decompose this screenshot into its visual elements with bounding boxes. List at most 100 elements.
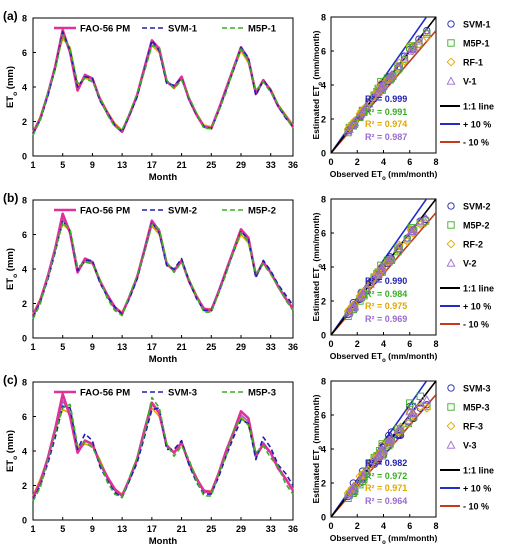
scatter-legend-line-label: - 10 % [463,502,489,512]
series-line-m5p-2 [32,221,294,320]
r2-label: R² = 0.974 [365,119,407,129]
scatter-point [364,99,374,108]
scatter-legend-line-label: 1:1 line [463,466,494,476]
r2-label: R² = 0.972 [365,471,407,481]
r2-label: R² = 0.969 [365,314,407,324]
x-tick-label: 33 [266,524,276,534]
legend-label: M5P-3 [248,388,276,399]
legend-label: FAO-56 PM [80,24,130,35]
r2-label: R² = 0.987 [365,132,407,142]
legend-label: M5P-1 [248,24,277,35]
scatter-x-tick-label: 6 [407,157,412,167]
scatter-point [386,70,396,79]
scatter-point [394,240,404,250]
scatter-y-tick-label: 6 [321,411,326,421]
scatter-point [402,233,412,242]
scatter-x-tick-label: 2 [355,521,360,531]
x-tick-label: 5 [60,524,65,534]
scatter-point [375,451,385,460]
scatter-y-axis-label: Estimated ETo (mm/month) [311,212,324,321]
scatter-x-tick-label: 6 [407,521,412,531]
scatter-point [403,415,413,424]
y-tick-label: 0 [22,152,27,162]
scatter-legend-marker [446,76,456,85]
scatter-point [408,402,417,411]
scatter-x-axis-label: Observed ETo (mm/month) [330,351,438,364]
scatter-point [394,58,404,68]
scatter-legend-label: M5P-3 [463,403,490,413]
scatter-legend-marker [447,384,455,392]
scatter-point [369,272,379,282]
scatter-legend-marker [446,57,456,67]
scatter-point [414,36,424,45]
series-line-m5p-3 [32,396,294,502]
y-tick-label: 8 [22,196,27,206]
r2-label: R² = 0.990 [365,276,407,286]
scatter-point [415,220,425,229]
x-tick-label: 29 [236,160,246,170]
scatter-point [347,483,357,493]
scatter-x-tick-label: 4 [381,157,386,167]
y-tick-label: 0 [22,334,27,344]
scatter-point [409,408,419,417]
scatter-point [362,466,371,476]
y-tick-label: 8 [22,14,27,24]
scatter-point [369,456,379,465]
scatter-legend-label: RF-1 [463,58,483,68]
scatter-legend-line-label: + 10 % [463,484,491,494]
scatter-legend-label: M5P-1 [463,39,490,49]
x-tick-label: 5 [60,160,65,170]
x-axis-label: Month [149,172,178,183]
y-tick-label: 0 [22,516,27,526]
scatter-point [369,92,379,101]
scatter-legend-marker [447,39,455,47]
r2-label: R² = 0.999 [365,94,407,104]
x-tick-label: 1 [30,524,35,534]
scatter-y-tick-label: 2 [321,297,326,307]
scatter-y-tick-label: 8 [321,377,326,387]
scatter-point [422,395,432,404]
scatter-point [414,39,424,49]
scatter-point [400,56,409,66]
y-tick-label: 4 [22,83,27,93]
scatter-legend-label: RF-3 [463,422,483,432]
scatter-point [356,109,366,118]
x-tick-label: 36 [288,524,298,534]
scatter-y-tick-label: 0 [321,513,326,523]
scatter-y-tick-label: 8 [321,195,326,205]
x-axis-label: Month [149,354,178,365]
scatter-point [408,42,417,50]
scatter-point [364,97,374,107]
series-line-fao-56-pm [31,28,295,135]
scatter-legend-label: V-3 [463,441,477,451]
scatter-y-tick-label: 0 [321,149,326,159]
scatter-point [372,452,382,462]
scatter-y-tick-label: 8 [321,13,326,23]
scatter-point [421,213,430,222]
scatter-point [365,459,375,468]
y-tick-label: 6 [22,230,27,240]
scatter-point [356,291,366,300]
scatter-legend-line-label: 1:1 line [463,102,494,112]
scatter-x-tick-label: 0 [328,157,333,167]
scatter-point [409,224,419,234]
scatter-x-tick-label: 6 [407,339,412,349]
x-tick-label: 5 [60,342,65,352]
scatter-y-tick-label: 4 [321,263,326,273]
scatter-y-axis-label: Estimated ETo (mm/month) [311,394,324,503]
panel-1: (a) 0 2 4 6 8 1 5 9 13 17 21 25 29 33 36 Month ETo (mm) FA… [3,9,494,183]
x-tick-label: 25 [206,160,216,170]
scatter-legend-line-label: - 10 % [463,138,489,148]
scatter-point [383,257,392,267]
scatter-point [377,446,387,455]
scatter-point [373,267,383,277]
panel-3: (c) 0 2 4 6 8 1 5 9 13 17 21 25 29 33 36 Month ETo (mm) FA… [3,373,494,547]
x-tick-label: 13 [117,524,127,534]
panel-label: (c) [3,373,18,387]
scatter-point [369,274,379,283]
r2-label: R² = 0.971 [365,483,407,493]
scatter-y-tick-label: 4 [321,445,326,455]
scatter-point [415,216,425,225]
scatter-legend-marker [446,258,456,267]
x-tick-label: 17 [147,160,157,170]
